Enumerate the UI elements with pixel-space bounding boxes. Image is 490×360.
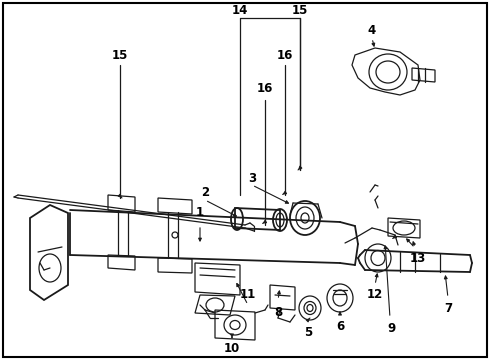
Text: 13: 13 <box>410 252 426 265</box>
Text: 14: 14 <box>232 4 248 17</box>
Text: 6: 6 <box>336 320 344 333</box>
Text: 7: 7 <box>444 302 452 315</box>
Text: 2: 2 <box>201 185 209 198</box>
Text: 16: 16 <box>277 49 293 62</box>
Text: 9: 9 <box>388 321 396 334</box>
Text: 16: 16 <box>257 81 273 95</box>
Text: 3: 3 <box>248 171 256 185</box>
Text: 1: 1 <box>196 206 204 219</box>
Text: 10: 10 <box>224 342 240 355</box>
Text: 15: 15 <box>292 4 308 17</box>
Text: 12: 12 <box>367 288 383 302</box>
Text: 4: 4 <box>368 23 376 36</box>
Text: 8: 8 <box>274 306 282 319</box>
Text: 11: 11 <box>240 288 256 302</box>
Text: 15: 15 <box>112 49 128 62</box>
Text: 5: 5 <box>304 325 312 338</box>
